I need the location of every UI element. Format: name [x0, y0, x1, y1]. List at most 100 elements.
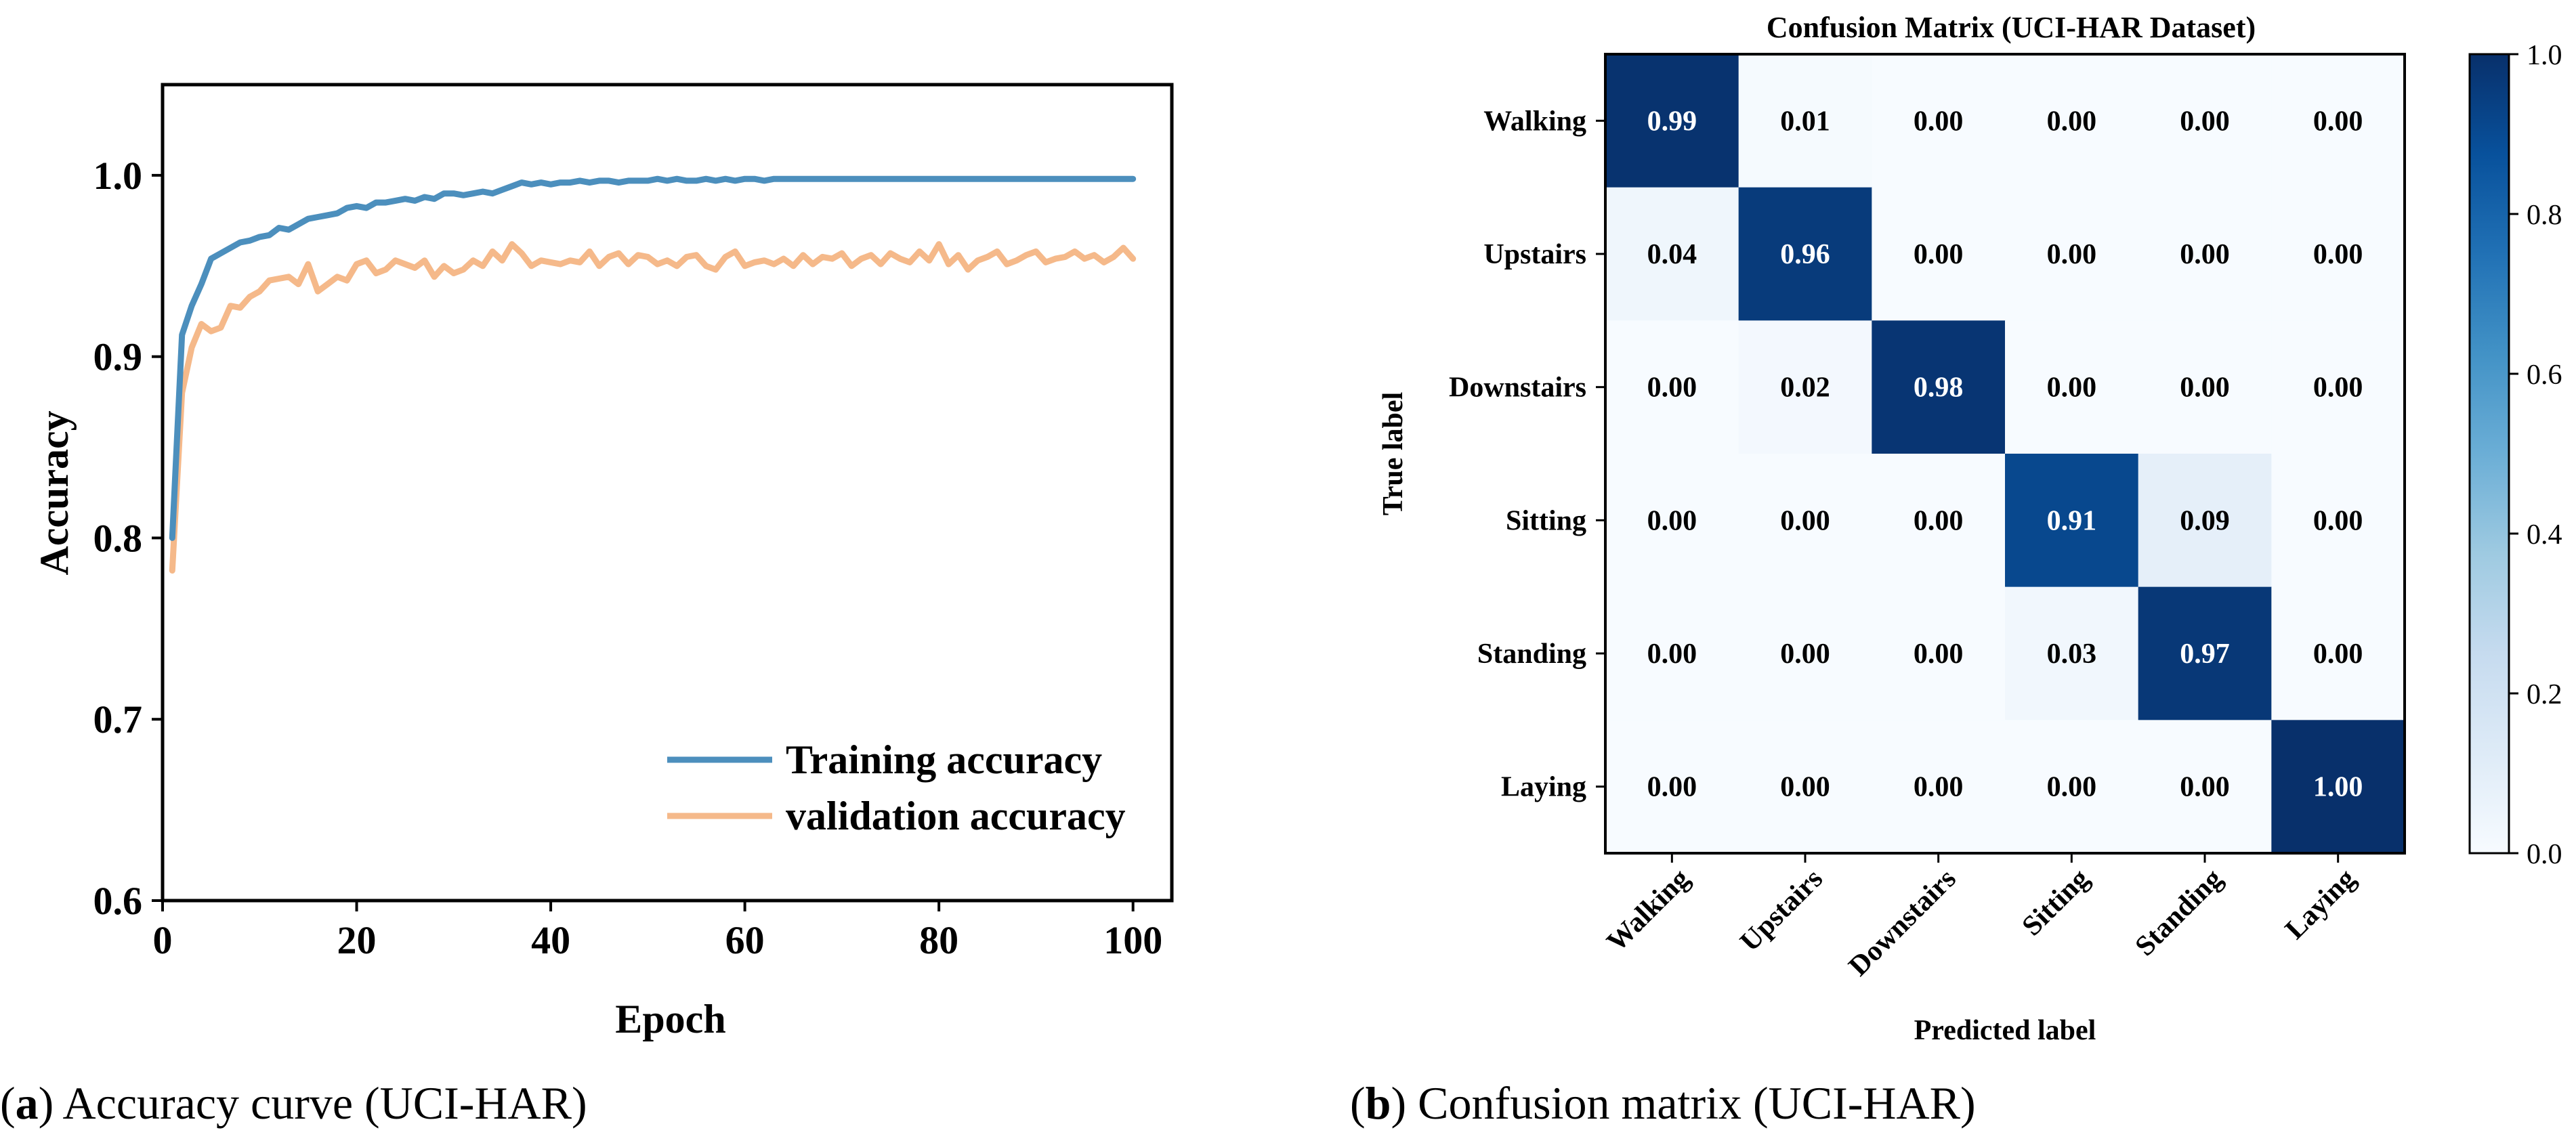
- matrix-cell-value: 0.00: [1647, 772, 1697, 803]
- matrix-cell: [1605, 586, 1739, 720]
- legend-training-label: Training accuracy: [786, 737, 1102, 782]
- matrix-cell: [2138, 586, 2272, 720]
- col-label: Laying: [2279, 863, 2362, 946]
- matrix-cell-value: 0.00: [2047, 106, 2097, 137]
- matrix-cell-value: 0.91: [2047, 505, 2097, 536]
- matrix-cell: [1738, 54, 1872, 188]
- confusion-matrix-chart: Confusion Matrix (UCI-HAR Dataset) 0.99 0…: [1378, 11, 2562, 1046]
- matrix-cell-value: 0.00: [1914, 505, 1964, 536]
- x-tick-label: 40: [531, 918, 570, 962]
- colorbar: 0.0 0.2 0.4 0.6 0.8 1.0: [2468, 40, 2562, 870]
- matrix-cell: [1872, 54, 2006, 188]
- colorbar-tick-label: 0.4: [2527, 519, 2562, 551]
- matrix-cell: [1738, 586, 1872, 720]
- matrix-cell: [1872, 454, 2006, 588]
- matrix-cell-value: 0.00: [1647, 505, 1697, 536]
- y-tick-label: 0.7: [93, 697, 143, 741]
- confusion-matrix-frame: [1604, 53, 2406, 855]
- y-tick-label: 0.8: [93, 516, 143, 560]
- caption-b-text: ) Confusion matrix (UCI-HAR): [1391, 1077, 1976, 1129]
- matrix-cell-value: 0.00: [2180, 372, 2230, 404]
- row-label: Walking: [1483, 106, 1586, 137]
- matrix-cell-value: 0.00: [1780, 772, 1830, 803]
- matrix-cell-value: 1.00: [2313, 772, 2363, 803]
- accuracy-series: [169, 175, 1137, 574]
- caption-a-text: ) Accuracy curve (UCI-HAR): [38, 1077, 587, 1129]
- matrix-cell-value: 0.03: [2047, 639, 2097, 670]
- matrix-cell-value: 0.98: [1914, 372, 1964, 404]
- col-label: Sitting: [2017, 863, 2096, 943]
- x-tick-label: 60: [725, 918, 765, 962]
- colorbar-tick-label: 1.0: [2527, 40, 2562, 71]
- matrix-cell-value: 0.00: [1914, 239, 1964, 270]
- matrix-cell-value: 0.00: [2313, 372, 2363, 404]
- x-tick-label: 0: [153, 918, 173, 962]
- confusion-matrix-x-axis-label: Predicted label: [1914, 1015, 2096, 1046]
- matrix-cell-value: 0.99: [1647, 106, 1697, 137]
- legend-validation-label: validation accuracy: [786, 794, 1126, 838]
- matrix-cell: [1605, 720, 1739, 854]
- matrix-cell-value: 0.00: [1914, 106, 1964, 137]
- matrix-cell-value: 0.00: [2313, 639, 2363, 670]
- matrix-cell: [2271, 454, 2405, 588]
- y-tick-label: 0.9: [93, 335, 143, 379]
- matrix-cell: [2271, 54, 2405, 188]
- matrix-cell: [1738, 187, 1872, 321]
- matrix-cell-value: 0.96: [1780, 239, 1830, 270]
- matrix-cell: [2271, 586, 2405, 720]
- matrix-cell-value: 0.00: [1647, 372, 1697, 404]
- matrix-cell-value: 0.00: [1647, 639, 1697, 670]
- matrix-cell: [2271, 720, 2405, 854]
- matrix-cell: [1872, 187, 2006, 321]
- confusion-matrix-title: Confusion Matrix (UCI-HAR Dataset): [1767, 11, 2256, 44]
- row-label: Sitting: [1506, 505, 1586, 536]
- colorbar-ticks: 0.0 0.2 0.4 0.6 0.8 1.0: [2509, 40, 2562, 870]
- matrix-cell: [1605, 454, 1739, 588]
- matrix-cell-value: 0.00: [2180, 772, 2230, 803]
- matrix-cell: [2138, 454, 2272, 588]
- validation-accuracy-line: [169, 241, 1137, 574]
- caption-b: (b) Confusion matrix (UCI-HAR): [1350, 1077, 1976, 1129]
- row-label: Standing: [1477, 639, 1586, 670]
- x-tick-label: 80: [919, 918, 958, 962]
- matrix-cell: [1872, 720, 2006, 854]
- row-label: Downstairs: [1449, 372, 1586, 404]
- caption-a-label: a: [15, 1077, 39, 1129]
- matrix-cell-value: 0.97: [2180, 639, 2230, 670]
- accuracy-y-axis-label: Accuracy: [32, 410, 77, 575]
- matrix-cell-value: 0.00: [1780, 505, 1830, 536]
- matrix-cell-value: 0.00: [2047, 372, 2097, 404]
- matrix-cell: [2005, 586, 2139, 720]
- col-label: Downstairs: [1843, 863, 1962, 983]
- row-label: Laying: [1501, 772, 1586, 803]
- matrix-cell: [2005, 320, 2139, 454]
- matrix-cell: [1605, 320, 1739, 454]
- confusion-matrix-cells: 0.99 0.01 0.00 0.00 0.00 0.00 0.04 0.96 0.00 0.00…: [1605, 54, 2405, 854]
- matrix-cell-value: 0.00: [1914, 772, 1964, 803]
- matrix-cell-value: 0.00: [2180, 106, 2230, 137]
- matrix-cell-value: 0.00: [2047, 772, 2097, 803]
- matrix-cell-value: 0.01: [1780, 106, 1830, 137]
- accuracy-legend: Training accuracy validation accuracy: [667, 737, 1126, 838]
- col-label: Walking: [1601, 863, 1696, 958]
- matrix-cell: [1872, 320, 2006, 454]
- accuracy-axes: 0 20 40 60 80 100 0.6 0.7 0.8 0.9 1.0: [93, 154, 1163, 962]
- matrix-cell: [2138, 720, 2272, 854]
- matrix-cell: [2271, 320, 2405, 454]
- accuracy-chart: 0 20 40 60 80 100 0.6 0.7 0.8 0.9 1.0 Epoch Accura…: [32, 83, 1174, 1041]
- colorbar-gradient: [2468, 53, 2510, 855]
- matrix-cell: [2138, 187, 2272, 321]
- matrix-cell-value: 0.04: [1647, 239, 1697, 270]
- matrix-cell-value: 0.00: [2047, 239, 2097, 270]
- accuracy-plot-frame: [161, 83, 1174, 903]
- matrix-cell-value: 0.00: [2313, 106, 2363, 137]
- matrix-cell-value: 0.00: [2313, 505, 2363, 536]
- x-tick-label: 100: [1103, 918, 1162, 962]
- col-label: Standing: [2130, 863, 2229, 962]
- col-label: Upstairs: [1734, 863, 1829, 958]
- matrix-cell: [2271, 187, 2405, 321]
- matrix-cell: [1605, 187, 1739, 321]
- matrix-cell-value: 0.02: [1780, 372, 1830, 404]
- matrix-cell-value: 0.00: [1780, 639, 1830, 670]
